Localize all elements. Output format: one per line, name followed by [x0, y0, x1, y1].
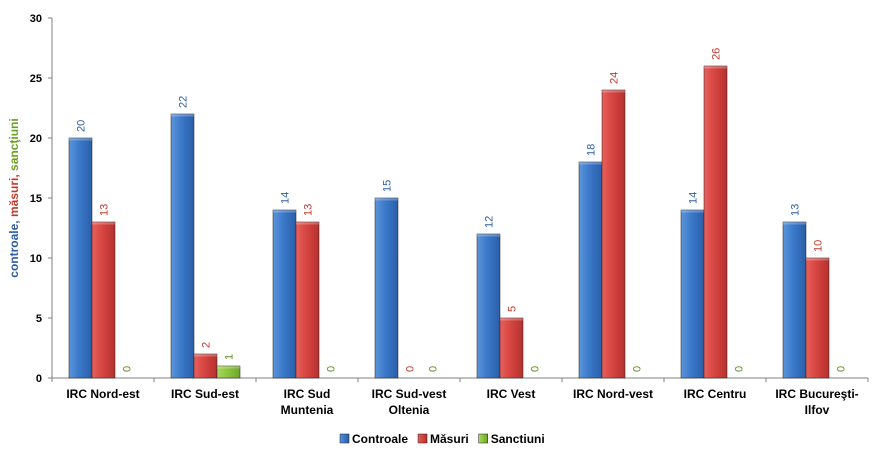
- bar-top-highlight: [783, 222, 806, 225]
- legend-swatch-sanctiuni: [478, 433, 488, 444]
- bar-măsuri: [193, 353, 218, 379]
- bar-controale: [680, 209, 705, 379]
- bar-sanctiuni: [216, 365, 241, 379]
- data-label: 0: [326, 366, 338, 372]
- bar-măsuri: [601, 89, 626, 379]
- data-label: 0: [122, 366, 134, 372]
- bar-top-highlight: [602, 90, 625, 93]
- bar-top-highlight: [681, 210, 704, 213]
- bar-controale: [782, 221, 807, 379]
- y-tick-label: 5: [36, 313, 42, 325]
- bar-controale: [476, 233, 501, 379]
- data-label: 5: [507, 306, 519, 312]
- data-label: 10: [813, 240, 825, 252]
- y-axis-title-part: controale,: [7, 217, 21, 278]
- bar-top-highlight: [375, 198, 398, 201]
- data-label: 18: [586, 144, 598, 156]
- x-tick-label: IRC Sud: [284, 387, 331, 401]
- bar-top-highlight: [579, 162, 602, 165]
- bar-top-highlight: [477, 234, 500, 237]
- y-tick-label: 25: [30, 73, 42, 85]
- legend-swatch-controale: [339, 433, 350, 444]
- bar-top-highlight: [69, 138, 92, 141]
- data-label: 13: [303, 204, 315, 216]
- y-tick-label: 20: [30, 133, 42, 145]
- legend-label: Măsuri: [430, 432, 469, 446]
- x-tick-label: IRC Sud-est: [171, 387, 239, 401]
- x-tick-label: IRC Nord-vest: [573, 387, 653, 401]
- bar-controale: [272, 209, 297, 379]
- bar-top-highlight: [806, 258, 829, 261]
- data-label: 2: [201, 342, 213, 348]
- data-label: 0: [632, 366, 644, 372]
- data-label: 26: [711, 48, 723, 60]
- bar-măsuri: [91, 221, 116, 379]
- y-axis-title-part: sancţiuni: [7, 118, 21, 171]
- data-label: 0: [734, 366, 746, 372]
- x-tick-label: IRC Bucureşti-: [775, 387, 858, 401]
- bars: [68, 65, 830, 379]
- data-label: 0: [428, 366, 440, 372]
- x-tick-label: IRC Sud-vest: [372, 387, 447, 401]
- data-label: 20: [76, 120, 88, 132]
- bar-controale: [374, 197, 399, 379]
- bar-top-highlight: [217, 366, 240, 369]
- legend-swatch-măsuri: [417, 433, 428, 444]
- x-tick-label: IRC Vest: [487, 387, 536, 401]
- y-axis-title: controale, măsuri, sancţiuni: [7, 118, 21, 277]
- x-tick-label: Muntenia: [281, 403, 334, 417]
- x-tick-label: IRC Nord-est: [66, 387, 139, 401]
- y-tick-label: 30: [30, 13, 42, 25]
- bar-controale: [68, 137, 93, 379]
- bar-top-highlight: [194, 354, 217, 357]
- data-label: 13: [790, 204, 802, 216]
- bar-top-highlight: [92, 222, 115, 225]
- data-label: 12: [484, 216, 496, 228]
- data-label: 13: [99, 204, 111, 216]
- bar-măsuri: [703, 65, 728, 379]
- bar-măsuri: [499, 317, 524, 379]
- data-label: 1: [224, 354, 236, 360]
- data-label: 14: [688, 192, 700, 204]
- x-tick-label: Oltenia: [389, 403, 430, 417]
- bar-controale: [170, 113, 195, 379]
- y-axis-label: controale, măsuri, sancţiuni: [7, 118, 21, 277]
- bar-top-highlight: [704, 66, 727, 69]
- data-label: 0: [836, 366, 848, 372]
- y-tick-label: 0: [36, 373, 42, 385]
- x-tick-label: Ilfov: [805, 403, 830, 417]
- data-label: 15: [382, 180, 394, 192]
- bar-top-highlight: [296, 222, 319, 225]
- data-label: 22: [178, 96, 190, 108]
- data-label: 14: [280, 192, 292, 204]
- data-label: 0: [405, 366, 417, 372]
- legend-label: Controale: [352, 432, 408, 446]
- bar-măsuri: [295, 221, 320, 379]
- y-tick-label: 10: [30, 253, 42, 265]
- category-labels: IRC Nord-est IRC Sud-est IRC Sud Muntenia IR…: [66, 387, 858, 417]
- bar-top-highlight: [273, 210, 296, 213]
- bar-controale: [578, 161, 603, 379]
- data-label: 0: [530, 366, 542, 372]
- bar-măsuri: [805, 257, 830, 379]
- legend: Controale Măsuri Sanctiuni: [339, 432, 545, 446]
- x-tick-label: IRC Centru: [684, 387, 747, 401]
- data-label: 24: [609, 72, 621, 84]
- bar-top-highlight: [500, 318, 523, 321]
- y-tick-label: 15: [30, 193, 42, 205]
- y-axis-title-part: măsuri,: [7, 171, 21, 217]
- bar-top-highlight: [171, 114, 194, 117]
- legend-label: Sanctiuni: [491, 432, 545, 446]
